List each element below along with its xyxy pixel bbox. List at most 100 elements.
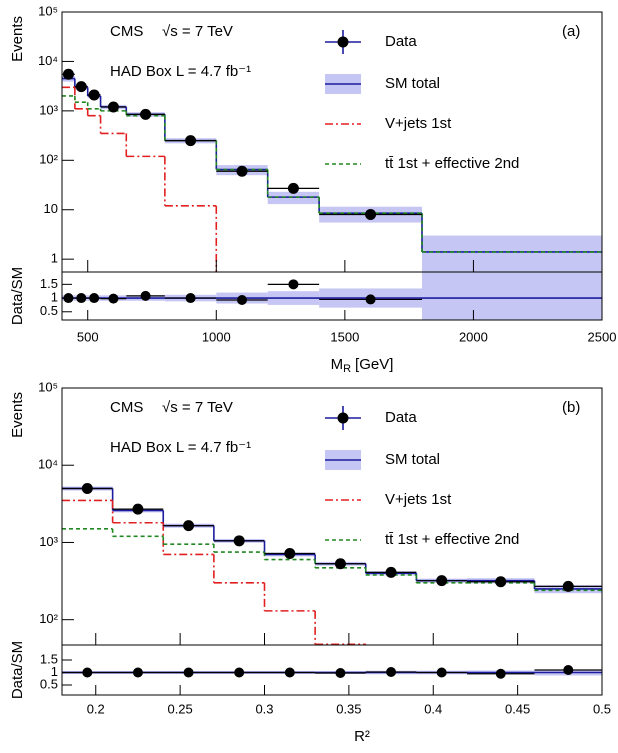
data-point [233, 535, 245, 547]
y-tick-label: 10⁴ [38, 53, 58, 68]
frame [61, 271, 603, 321]
legend-label: Data [385, 409, 417, 426]
energy-label: √s = 7 TeV [162, 399, 233, 416]
x-tick-label: 0.25 [167, 701, 192, 716]
ratio-point [495, 668, 506, 679]
data-point [88, 89, 100, 101]
main-plot [62, 68, 602, 272]
error-band [267, 191, 320, 205]
ratio-point [436, 667, 447, 678]
ratio-point [284, 667, 295, 678]
ratio-point [288, 279, 299, 290]
ratio-point [183, 667, 194, 678]
x-tick-label: 0.2 [87, 701, 105, 716]
x-tick-label: 1500 [330, 329, 359, 344]
x-tick-label: 2000 [459, 329, 488, 344]
data-point [284, 547, 296, 559]
experiment-label: CMS [110, 23, 143, 40]
x-tick-label: 0.35 [336, 701, 361, 716]
ratio-y-tick-label: 1 [51, 664, 58, 679]
ratio-point [132, 667, 143, 678]
error-band [422, 235, 602, 272]
ratio-y-tick-label: 0.5 [40, 303, 58, 318]
data-point [287, 182, 299, 194]
ratio-point [89, 293, 100, 304]
legend-label: Data [385, 33, 417, 50]
x-tick-label: 0.45 [505, 701, 530, 716]
x-tick-label: 500 [77, 329, 99, 344]
ratio-y-axis-label: Data/SM [9, 641, 26, 699]
x-tick-label: 0.3 [255, 701, 273, 716]
x-label-main: R² [354, 728, 370, 745]
ratio-point [140, 290, 151, 301]
data-point [562, 580, 574, 592]
legend-symbol [337, 412, 349, 424]
x-axis-label: R² [354, 728, 370, 745]
data-point [81, 482, 93, 494]
main-plot [62, 482, 602, 645]
data-point [107, 101, 119, 113]
data-point [436, 575, 448, 587]
ratio-plot [62, 665, 602, 679]
ratio-y-tick-label: 1 [51, 289, 58, 304]
ratio-y-tick-label: 1.5 [40, 651, 58, 666]
y-tick-label: 10³ [39, 102, 58, 117]
x-axis-label: MR [GeV] [331, 356, 394, 375]
data-point [132, 503, 144, 515]
ratio-point [108, 293, 119, 304]
data-point [236, 165, 248, 177]
y-axis-label: Events [9, 392, 26, 438]
legend-symbol [337, 36, 349, 48]
x-label-sub: R [343, 363, 351, 375]
data-point [334, 558, 346, 570]
ratio-point [365, 294, 376, 305]
frame [61, 644, 603, 696]
data-point [183, 520, 195, 532]
ratio-y-axis-label: Data/SM [9, 267, 26, 325]
box-label: HAD Box L = 4.7 fb⁻¹ [110, 439, 251, 456]
legend-label: V+jets 1st [385, 491, 452, 508]
x-label-main: M [331, 356, 344, 373]
energy-label: √s = 7 TeV [162, 23, 233, 40]
data-point [365, 209, 377, 221]
data-point [140, 108, 152, 120]
ratio-y-tick-label: 1.5 [40, 276, 58, 291]
y-tick-label: 10⁵ [38, 379, 58, 394]
ratio-point [76, 293, 87, 304]
legend-label: tt̄ 1st + effective 2nd [385, 155, 519, 172]
ratio-band [422, 272, 602, 320]
data-point [62, 68, 74, 80]
y-tick-label: 1 [51, 251, 58, 266]
data-point [385, 566, 397, 578]
frame [61, 387, 603, 646]
panel-label: (a) [562, 23, 580, 40]
data-point [495, 576, 507, 588]
ratio-plot [62, 272, 602, 320]
panel-label: (b) [562, 399, 580, 416]
data-point [75, 81, 87, 93]
ratio-point [82, 667, 93, 678]
legend-label: tt̄ 1st + effective 2nd [385, 531, 519, 548]
y-tick-label: 10⁵ [38, 3, 58, 18]
y-tick-label: 10² [39, 611, 58, 626]
data-point [185, 135, 197, 147]
ratio-y-tick-label: 0.5 [40, 676, 58, 691]
x-tick-label: 2500 [588, 329, 617, 344]
x-label-unit: [GeV] [355, 356, 393, 373]
y-axis-label: Events [9, 16, 26, 62]
legend-label: SM total [385, 451, 440, 468]
ratio-point [237, 294, 247, 305]
ratio-point [335, 668, 346, 678]
legend-label: SM total [385, 75, 440, 92]
x-tick-label: 0.4 [424, 701, 442, 716]
y-tick-label: 10 [44, 201, 58, 216]
y-tick-label: 10³ [39, 534, 58, 549]
y-tick-label: 10² [39, 152, 58, 167]
ratio-point [234, 667, 245, 678]
x-tick-label: 0.5 [593, 701, 611, 716]
legend-label: V+jets 1st [385, 115, 452, 132]
y-tick-label: 10⁴ [38, 457, 58, 472]
frame [61, 11, 603, 273]
